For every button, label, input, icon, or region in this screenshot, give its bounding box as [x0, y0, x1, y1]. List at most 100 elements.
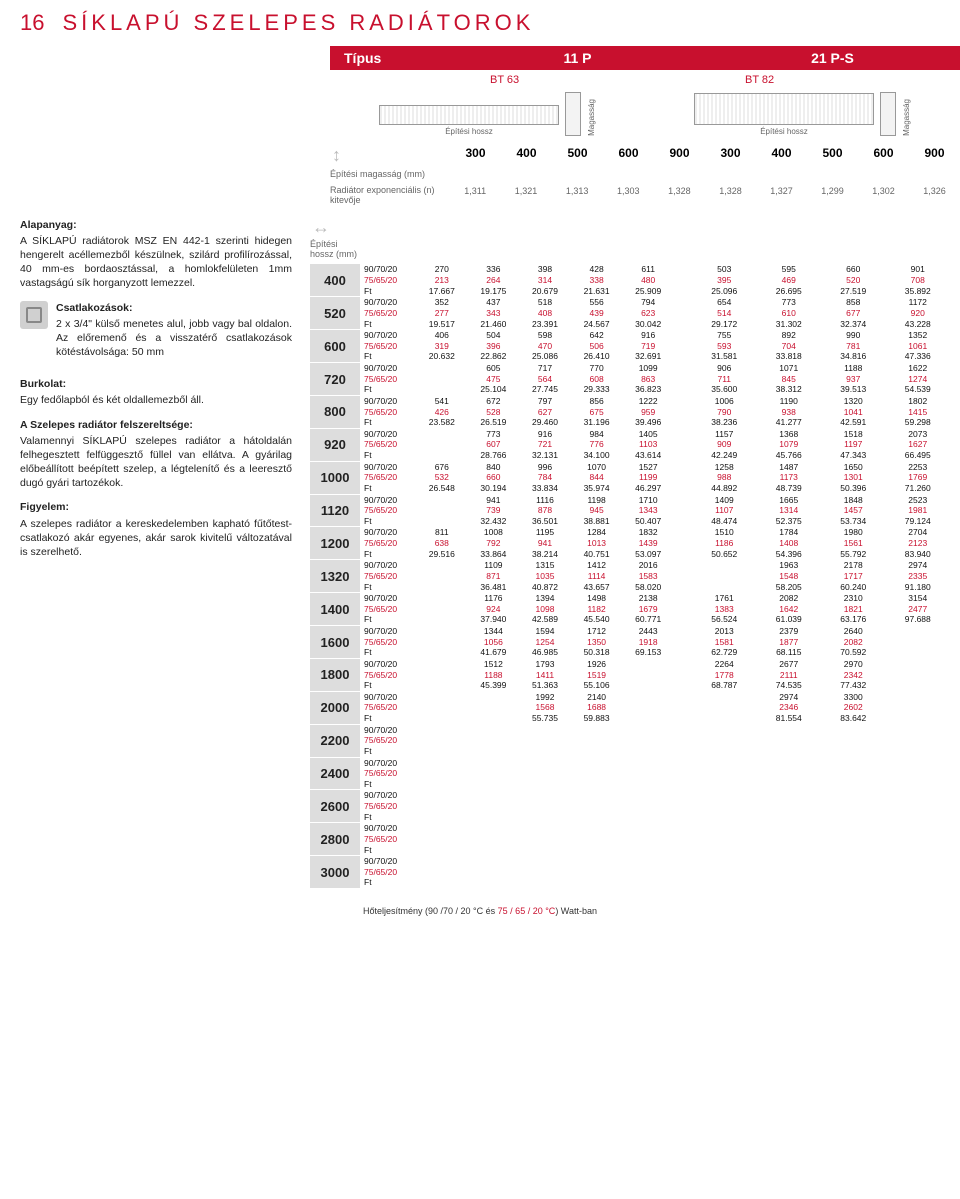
table-row: 112090/70/2075/65/20Ft94173932.432111687… [310, 494, 950, 527]
metric-labels: 90/70/2075/65/20Ft [360, 725, 416, 757]
value-group-11p [416, 823, 674, 855]
value-cell [886, 790, 951, 822]
value-cell: 1784140854.396 [757, 527, 822, 559]
value-group-11p [416, 856, 674, 888]
value-cell: 64250626.410 [571, 330, 623, 362]
column-gap [674, 396, 692, 428]
value-group-21ps [692, 856, 950, 888]
length-cell: 1600 [310, 626, 360, 658]
metric-labels: 90/70/2075/65/20Ft [360, 330, 416, 362]
value-group-11p: 67653226.54884066030.19499678433.8341070… [416, 462, 674, 494]
value-cell [757, 856, 822, 888]
bt-63: BT 63 [450, 74, 705, 86]
value-cell: 1793141151.363 [519, 659, 571, 691]
value-cell: 1802141559.298 [886, 396, 951, 428]
metric-labels: 90/70/2075/65/20Ft [360, 495, 416, 527]
value-cell: 1650130150.396 [821, 462, 886, 494]
value-cell: 1712135050.318 [571, 626, 623, 658]
metric-labels: 90/70/2075/65/20Ft [360, 297, 416, 329]
value-cell: 119093841.277 [757, 396, 822, 428]
column-gap [674, 725, 692, 757]
value-cell [821, 823, 886, 855]
column-gap [674, 264, 692, 296]
table-row: 92090/70/2075/65/20Ft77360728.7669167213… [310, 428, 950, 461]
value-cell [622, 856, 674, 888]
header-value: 1,326 [923, 186, 946, 206]
value-cell: 2443191869.153 [622, 626, 674, 658]
value-group-21ps: 1963154858.2052178171760.2402974233591.1… [692, 560, 950, 592]
value-group-21ps: 1761138356.5242082164261.0392310182163.1… [692, 593, 950, 625]
diagram-11p: Építési hossz Magasság [330, 92, 645, 136]
length-label-2: Építési hossz [760, 127, 808, 136]
value-cell: 2640208270.592 [821, 626, 886, 658]
exps-group-2: 1,3281,3271,2991,3021,326 [705, 186, 960, 206]
value-cell [571, 758, 623, 790]
value-cell: 1848145753.734 [821, 495, 886, 527]
header-value: 1,328 [719, 186, 742, 206]
value-cell [468, 758, 520, 790]
value-cell [757, 725, 822, 757]
value-cell: 50439622.862 [468, 330, 520, 362]
length-cell: 1800 [310, 659, 360, 691]
value-cell: 81163829.516 [416, 527, 468, 559]
value-cell [692, 692, 757, 724]
header-value: 600 [873, 146, 893, 180]
value-cell: 2140168859.883 [571, 692, 623, 724]
value-cell: 1394109842.589 [519, 593, 571, 625]
value-cell: 100679038.236 [692, 396, 757, 428]
value-cell: 1963154858.205 [757, 560, 822, 592]
table-row: 40090/70/2075/65/20Ft27021317.6673362641… [310, 263, 950, 296]
value-cell: 1405110343.614 [622, 429, 674, 461]
value-cell [692, 758, 757, 790]
value-group-21ps: 65451429.17277361031.30285867732.3741172… [692, 297, 950, 329]
height-label-2: Magasság [902, 99, 911, 136]
value-group-21ps: 50339525.09659546926.69566052027.5199017… [692, 264, 950, 296]
value-cell: 61148025.909 [622, 264, 674, 296]
length-cell: 1000 [310, 462, 360, 494]
column-gap [674, 330, 692, 362]
metric-labels: 90/70/2075/65/20Ft [360, 692, 416, 724]
length-head-label: Építési hossz (mm) [310, 240, 360, 260]
value-cell: 91672132.131 [519, 429, 571, 461]
table-row: 132090/70/2075/65/20Ft110987136.48113151… [310, 559, 950, 592]
value-group-21ps [692, 790, 950, 822]
value-cell: 100879233.864 [468, 527, 520, 559]
right-column: Építési hossz (mm) 40090/70/2075/65/20Ft… [310, 218, 960, 888]
csatlakozasok-block: Csatlakozások: 2 x 3/4" külső menetes al… [20, 301, 292, 370]
value-group-21ps: 1409110748.4741665131452.3751848145753.7… [692, 495, 950, 527]
table-row: 72090/70/2075/65/20Ft60547525.1047175642… [310, 362, 950, 395]
value-cell: 117292043.228 [886, 297, 951, 329]
metric-labels: 90/70/2075/65/20Ft [360, 823, 416, 855]
value-cell: 98477634.100 [571, 429, 623, 461]
p-felszereltseg: Valamennyi SÍKLAPÚ szelepes radiátor a h… [20, 434, 292, 491]
value-cell: 107184538.312 [757, 363, 822, 395]
value-cell [571, 823, 623, 855]
value-cell: 2974234681.554 [757, 692, 822, 724]
value-cell: 1980156155.792 [821, 527, 886, 559]
value-cell [468, 725, 520, 757]
diagram-21ps: Építési hossz Magasság [645, 92, 960, 136]
value-cell: 77361031.302 [757, 297, 822, 329]
value-cell: 117692437.940 [468, 593, 520, 625]
exponent-row: Radiátor exponenciális (n) kitevője 1,31… [0, 186, 960, 206]
value-cell [416, 495, 468, 527]
value-cell: 2310182163.176 [821, 593, 886, 625]
radiator-21-icon [694, 93, 874, 125]
value-group-11p: 1992156855.7352140168859.883 [416, 692, 674, 724]
value-cell [622, 692, 674, 724]
value-cell [622, 823, 674, 855]
h-figyelem: Figyelem: [20, 500, 292, 514]
value-cell: 27021317.667 [416, 264, 468, 296]
value-cell: 84066030.194 [468, 462, 520, 494]
value-cell [519, 823, 571, 855]
table-row: 180090/70/2075/65/20Ft1512118845.3991793… [310, 658, 950, 691]
column-gap [674, 856, 692, 888]
value-cell: 1352106147.336 [886, 330, 951, 362]
value-cell: 1512118845.399 [468, 659, 520, 691]
value-cell: 43734321.460 [468, 297, 520, 329]
value-cell [571, 790, 623, 822]
column-gap [674, 758, 692, 790]
value-group-11p: 117692437.9401394109842.5891498118245.54… [416, 593, 674, 625]
metric-labels: 90/70/2075/65/20Ft [360, 626, 416, 658]
data-table-body: 40090/70/2075/65/20Ft27021317.6673362641… [310, 263, 950, 888]
